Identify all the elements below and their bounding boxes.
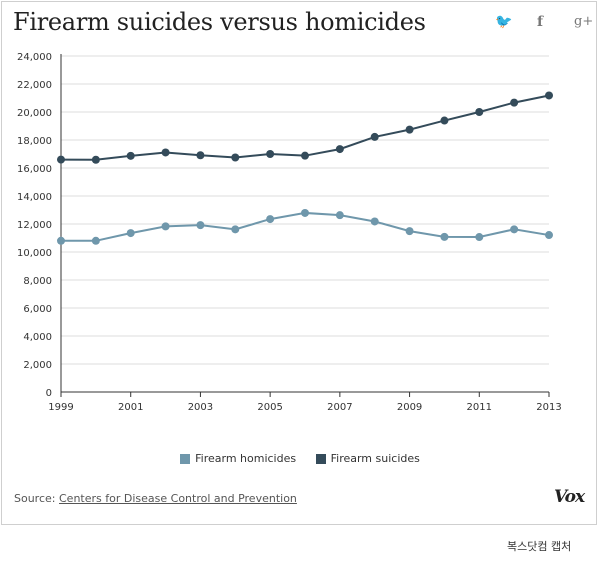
series-line-suicides <box>60 94 550 161</box>
data-point-suicides <box>161 148 170 157</box>
x-tick-label: 1999 <box>48 402 73 413</box>
data-point-homicides <box>57 236 65 245</box>
x-tick-label: 2013 <box>536 402 561 413</box>
y-tick-label: 0 <box>46 388 52 399</box>
source-line: Source: Centers for Disease Control and … <box>14 492 297 505</box>
vox-logo: Vox <box>554 487 585 507</box>
y-tick-label: 6,000 <box>23 304 52 315</box>
data-point-homicides <box>405 227 414 236</box>
data-point-homicides <box>196 221 205 230</box>
legend-item-homicides: Firearm homicides <box>180 452 296 465</box>
chart-card <box>1 1 597 525</box>
y-tick-label: 10,000 <box>17 248 52 259</box>
y-tick-label: 12,000 <box>17 220 52 231</box>
data-point-homicides <box>335 211 344 220</box>
x-tick-label: 2007 <box>327 402 352 413</box>
data-point-homicides <box>440 232 449 241</box>
data-point-suicides <box>370 132 379 141</box>
twitter-icon[interactable]: 🐦 <box>495 14 513 30</box>
data-point-homicides <box>266 215 275 224</box>
data-point-suicides <box>440 116 449 125</box>
data-point-suicides <box>335 145 344 154</box>
legend: Firearm homicides Firearm suicides <box>0 452 600 467</box>
data-point-homicides <box>161 222 170 231</box>
data-point-suicides <box>196 151 205 160</box>
legend-label-homicides: Firearm homicides <box>195 452 297 465</box>
y-tick-label: 16,000 <box>17 164 52 175</box>
google-plus-icon[interactable]: g+ <box>574 14 594 29</box>
facebook-icon[interactable]: f <box>537 14 544 30</box>
y-tick-label: 4,000 <box>23 332 52 343</box>
legend-swatch-suicides <box>315 453 326 464</box>
source-link[interactable]: Centers for Disease Control and Preventi… <box>59 492 297 505</box>
data-point-suicides <box>475 108 484 116</box>
data-point-suicides <box>545 91 553 100</box>
data-point-homicides <box>301 208 309 217</box>
x-tick-label: 2011 <box>467 402 492 413</box>
data-point-homicides <box>370 217 379 226</box>
y-tick-label: 20,000 <box>17 108 52 119</box>
data-point-homicides <box>231 225 240 234</box>
legend-item-suicides: Firearm suicides <box>315 452 420 465</box>
screenshot-caption: 복스닷컴 캡처 <box>507 540 572 553</box>
data-point-suicides <box>405 125 414 134</box>
legend-swatch-homicides <box>180 453 191 464</box>
data-point-homicides <box>91 236 100 245</box>
data-point-suicides <box>126 151 135 160</box>
x-tick-label: 2005 <box>257 402 282 413</box>
y-tick-label: 24,000 <box>17 52 52 63</box>
y-tick-label: 8,000 <box>23 276 52 287</box>
data-point-suicides <box>91 155 100 164</box>
data-point-homicides <box>475 233 484 242</box>
y-tick-label: 22,000 <box>17 80 52 91</box>
y-tick-label: 14,000 <box>17 192 52 203</box>
legend-label-suicides: Firearm suicides <box>330 452 420 465</box>
page-title: Firearm suicides versus homicides <box>13 8 426 36</box>
line-chart: 0 2,000 4,000 6,000 8,000 10,000 12,000 14,000 1… <box>17 52 562 413</box>
x-tick-label: 2003 <box>188 402 213 413</box>
data-point-homicides <box>510 225 519 234</box>
x-tick-label: 2009 <box>397 402 422 413</box>
data-point-suicides <box>266 150 275 158</box>
y-tick-label: 2,000 <box>23 360 52 371</box>
data-point-suicides <box>510 98 519 107</box>
y-tick-label: 18,000 <box>17 136 52 147</box>
data-point-suicides <box>57 155 65 164</box>
x-tick-label: 2001 <box>118 402 143 413</box>
data-point-suicides <box>301 151 309 160</box>
data-point-suicides <box>231 153 240 162</box>
data-point-homicides <box>545 231 553 240</box>
data-point-homicides <box>126 229 135 238</box>
source-prefix: Source: <box>14 492 56 505</box>
